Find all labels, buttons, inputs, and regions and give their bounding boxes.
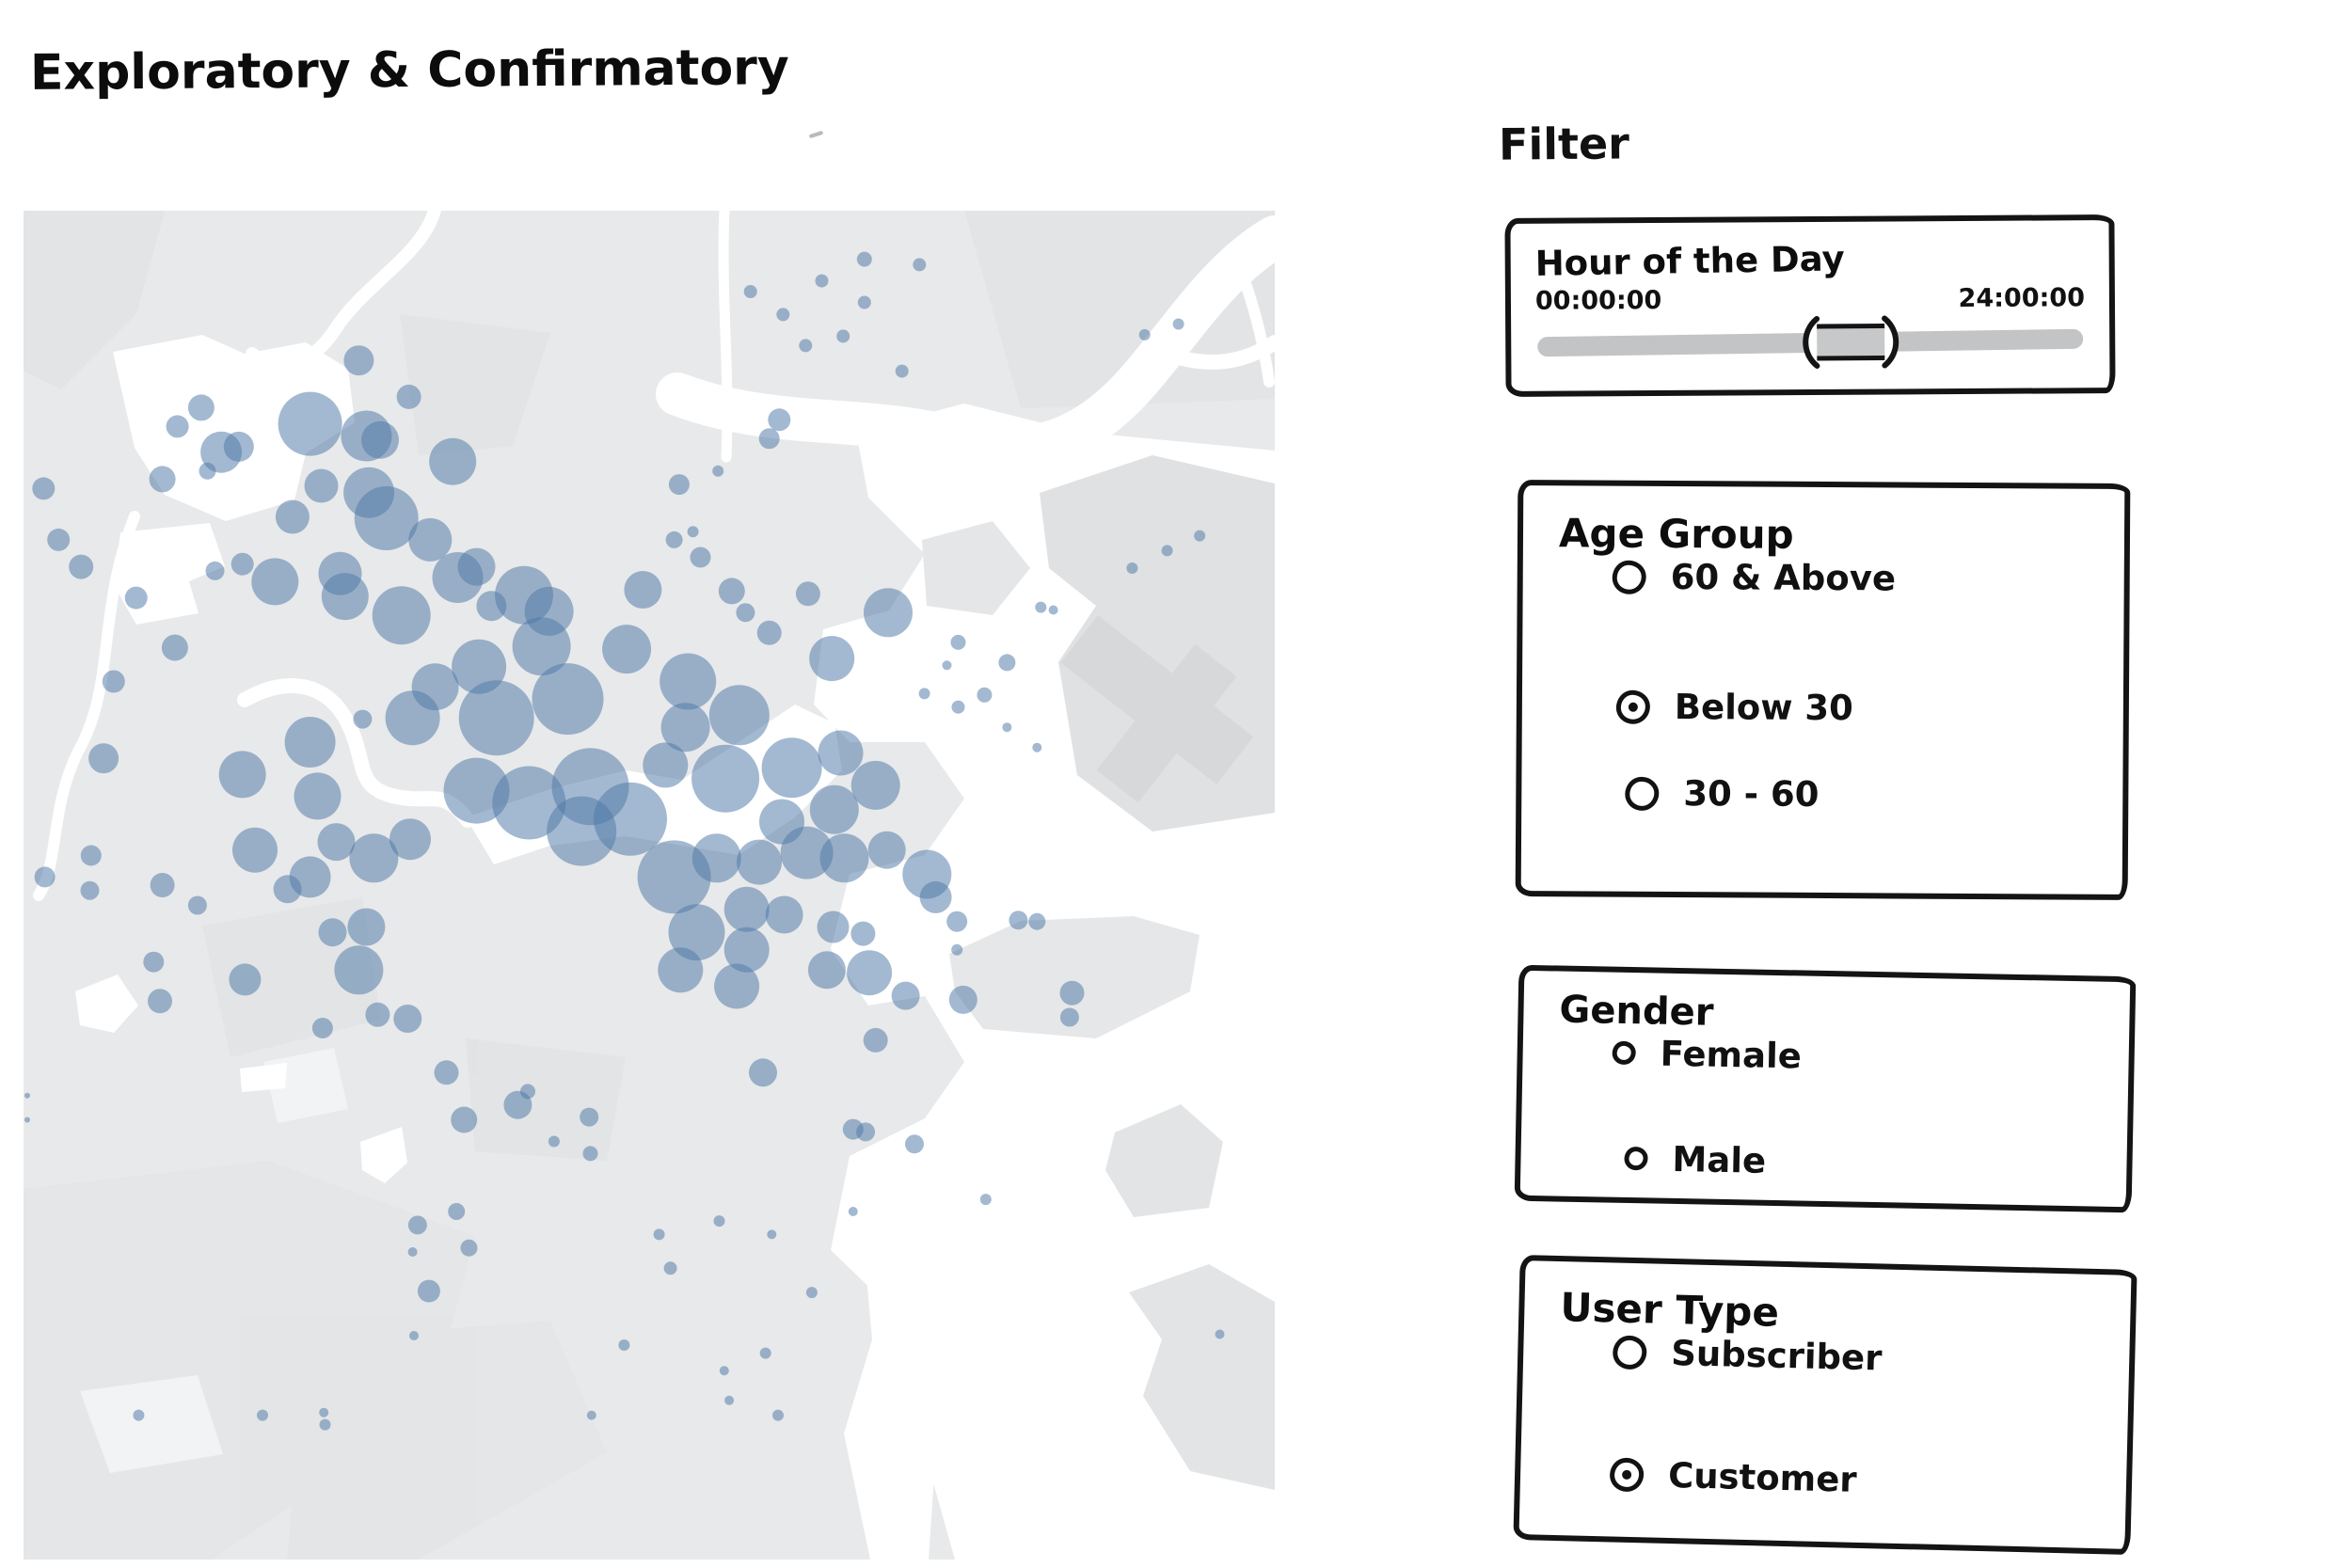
user-type-panel: User Type Customer Subscriber bbox=[1513, 1255, 2137, 1555]
filter-heading: Filter bbox=[1498, 118, 1630, 170]
radio-icon[interactable] bbox=[1609, 1456, 1645, 1492]
radio-option-30-60[interactable]: 30 - 60 bbox=[1625, 773, 1820, 815]
radio-option-label: Female bbox=[1660, 1033, 1803, 1077]
radio-option-below-30[interactable]: Below 30 bbox=[1615, 687, 1853, 729]
radio-icon[interactable] bbox=[1615, 689, 1650, 724]
basemap bbox=[24, 211, 1275, 1560]
radio-option-subscriber[interactable]: Subscriber bbox=[1612, 1331, 1883, 1379]
radio-option-60-above[interactable]: 60 & Above bbox=[1612, 557, 1897, 599]
bubble-layer bbox=[24, 251, 1225, 1431]
hour-end-label: 24:00:00 bbox=[1958, 283, 2086, 314]
hour-start-label: 00:00:00 bbox=[1534, 285, 1662, 316]
radio-option-label: 30 - 60 bbox=[1683, 773, 1820, 815]
radio-icon[interactable] bbox=[1624, 1146, 1648, 1171]
radio-option-label: Customer bbox=[1667, 1454, 1858, 1500]
radio-option-label: Subscriber bbox=[1670, 1332, 1883, 1379]
radio-icon[interactable] bbox=[1612, 1040, 1636, 1066]
age-group-panel: Age Group Below 30 30 - 60 60 & Above bbox=[1515, 480, 2131, 900]
hour-panel-title: Hour of the Day bbox=[1534, 238, 1845, 284]
page-title: Exploratory & Confirmatory bbox=[29, 40, 789, 102]
stray-mark bbox=[808, 130, 824, 139]
radio-option-label: Male bbox=[1672, 1138, 1767, 1181]
hour-filter-panel: Hour of the Day 00:00:00 24:00:00 bbox=[1504, 214, 2116, 397]
hour-slider-handle[interactable] bbox=[1788, 315, 1913, 369]
radio-icon[interactable] bbox=[1612, 560, 1646, 594]
radio-icon[interactable] bbox=[1612, 1334, 1647, 1370]
radio-icon[interactable] bbox=[1625, 776, 1660, 811]
radio-option-label: Below 30 bbox=[1674, 687, 1853, 729]
hour-slider[interactable] bbox=[1535, 314, 2085, 371]
radio-option-label: 60 & Above bbox=[1670, 557, 1897, 599]
gender-panel: Gender Male Female bbox=[1514, 964, 2137, 1213]
radio-option-female[interactable]: Female bbox=[1612, 1033, 1802, 1077]
radio-option-customer[interactable]: Customer bbox=[1609, 1453, 1858, 1500]
bubble-map[interactable] bbox=[24, 211, 1275, 1560]
age-group-title: Age Group bbox=[1558, 510, 1794, 558]
radio-option-male[interactable]: Male bbox=[1624, 1138, 1767, 1181]
